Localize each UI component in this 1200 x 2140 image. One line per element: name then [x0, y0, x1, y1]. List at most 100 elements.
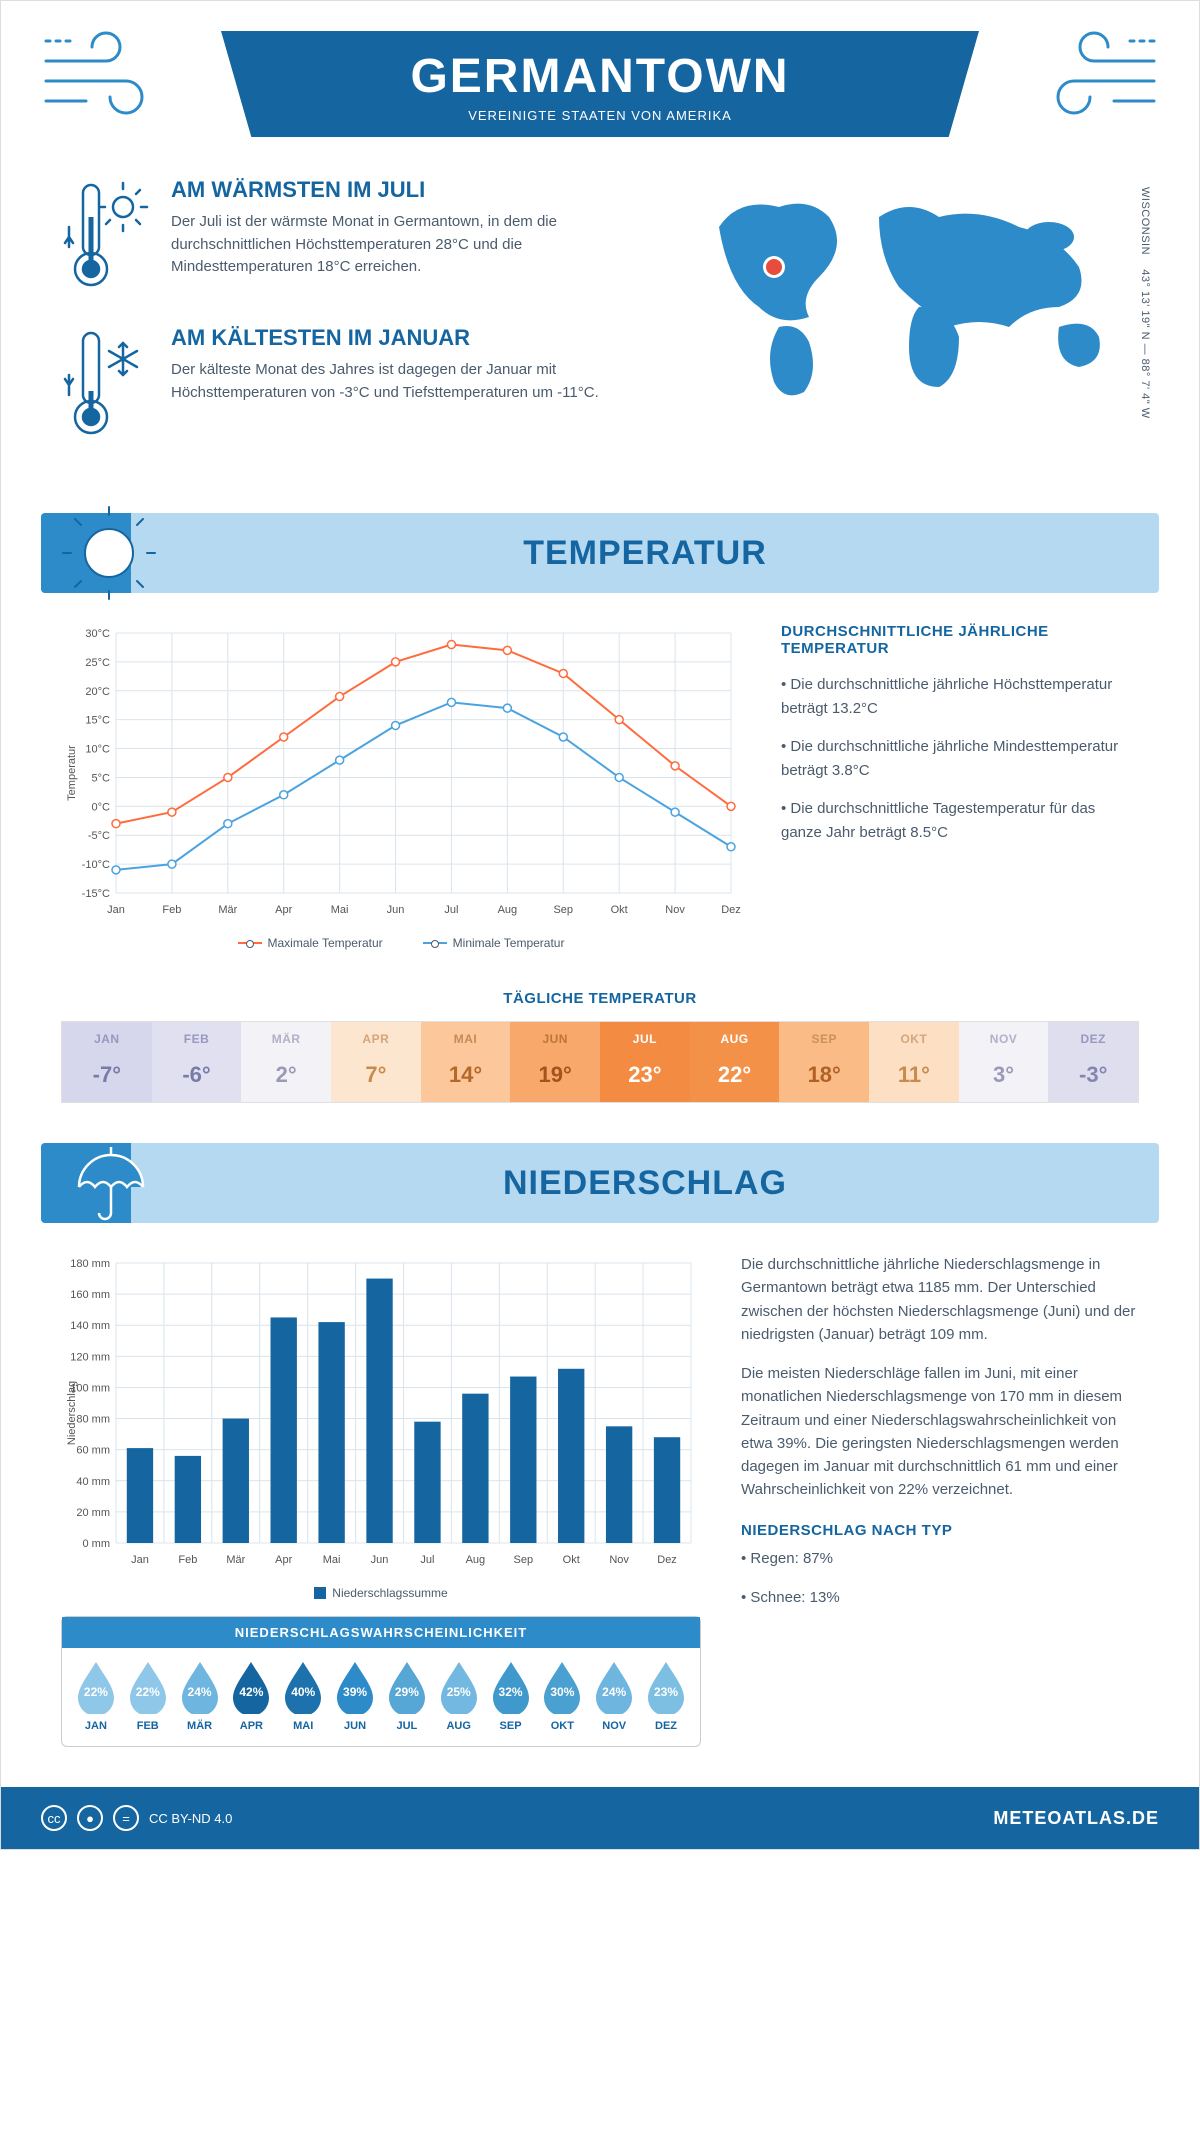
fact-title: AM KÄLTESTEN IM JANUAR	[171, 325, 639, 351]
svg-text:Jun: Jun	[387, 904, 405, 916]
svg-text:20°C: 20°C	[85, 686, 110, 698]
precip-chart: 0 mm20 mm40 mm60 mm80 mm100 mm120 mm140 …	[61, 1253, 701, 1600]
drop: 25%AUG	[433, 1660, 485, 1732]
temp-cell: JUN19°	[510, 1022, 600, 1102]
precip-paragraph: Die durchschnittliche jährliche Niedersc…	[741, 1253, 1139, 1346]
temp-cell: JUL23°	[600, 1022, 690, 1102]
license: cc ● = CC BY-ND 4.0	[41, 1805, 232, 1831]
svg-text:Jul: Jul	[420, 1554, 434, 1566]
umbrella-icon	[61, 1135, 157, 1231]
intro-section: AM WÄRMSTEN IM JULI Der Juli ist der wär…	[1, 157, 1199, 503]
temp-cell: AUG22°	[690, 1022, 780, 1102]
brand: METEOATLAS.DE	[993, 1808, 1159, 1829]
by-icon: ●	[77, 1805, 103, 1831]
svg-text:Jul: Jul	[444, 904, 458, 916]
precip-type: • Schnee: 13%	[741, 1586, 1139, 1609]
precip-text: Die durchschnittliche jährliche Niedersc…	[741, 1253, 1139, 1747]
temp-cell: JAN-7°	[62, 1022, 152, 1102]
svg-text:5°C: 5°C	[92, 772, 111, 784]
svg-text:60 mm: 60 mm	[76, 1445, 110, 1457]
prob-title: NIEDERSCHLAGSWAHRSCHEINLICHKEIT	[62, 1617, 700, 1648]
header: GERMANTOWN VEREINIGTE STAATEN VON AMERIK…	[1, 1, 1199, 157]
svg-text:Aug: Aug	[466, 1554, 486, 1566]
svg-text:Mär: Mär	[226, 1554, 245, 1566]
section-bar-precip: NIEDERSCHLAG	[41, 1143, 1159, 1223]
sun-icon	[61, 505, 157, 601]
page-subtitle: VEREINIGTE STAATEN VON AMERIKA	[241, 108, 959, 123]
svg-text:Mai: Mai	[331, 904, 349, 916]
temperature-summary: DURCHSCHNITTLICHE JÄHRLICHE TEMPERATUR •…	[781, 623, 1139, 950]
temp-cell: MAI14°	[421, 1022, 511, 1102]
section-title: TEMPERATUR	[131, 534, 1159, 573]
drop: 42%APR	[225, 1660, 277, 1732]
temp-cell: SEP18°	[779, 1022, 869, 1102]
coordinates: WISCONSIN 43° 13' 19" N — 88° 7' 4" W	[1139, 187, 1151, 419]
svg-text:Feb: Feb	[162, 904, 181, 916]
svg-text:Apr: Apr	[275, 904, 292, 916]
fact-warmest: AM WÄRMSTEN IM JULI Der Juli ist der wär…	[61, 177, 639, 297]
drop: 22%FEB	[122, 1660, 174, 1732]
svg-text:180 mm: 180 mm	[70, 1258, 110, 1270]
svg-text:Temperatur: Temperatur	[66, 745, 78, 801]
svg-text:Nov: Nov	[609, 1554, 629, 1566]
svg-text:140 mm: 140 mm	[70, 1320, 110, 1332]
svg-text:160 mm: 160 mm	[70, 1289, 110, 1301]
wind-icon	[1019, 31, 1159, 121]
drop: 24%NOV	[588, 1660, 640, 1732]
svg-text:-15°C: -15°C	[82, 888, 110, 900]
svg-text:Jan: Jan	[131, 1554, 149, 1566]
section-bar-temperature: TEMPERATUR	[41, 513, 1159, 593]
precip-type: • Regen: 87%	[741, 1547, 1139, 1570]
cc-icon: cc	[41, 1805, 67, 1831]
temp-cell: NOV3°	[959, 1022, 1049, 1102]
precip-paragraph: Die meisten Niederschläge fallen im Juni…	[741, 1362, 1139, 1502]
svg-text:30°C: 30°C	[85, 628, 110, 640]
drop: 40%MAI	[277, 1660, 329, 1732]
wind-icon	[41, 31, 181, 121]
svg-text:Niederschlag: Niederschlag	[66, 1381, 78, 1445]
drop: 30%OKT	[536, 1660, 588, 1732]
drop: 32%SEP	[485, 1660, 537, 1732]
drop: 39%JUN	[329, 1660, 381, 1732]
temp-cell: MÄR2°	[241, 1022, 331, 1102]
temp-cell: APR7°	[331, 1022, 421, 1102]
svg-text:40 mm: 40 mm	[76, 1476, 110, 1488]
section-title: NIEDERSCHLAG	[131, 1164, 1159, 1203]
temp-cell: DEZ-3°	[1048, 1022, 1138, 1102]
svg-text:0 mm: 0 mm	[83, 1538, 111, 1550]
svg-text:15°C: 15°C	[85, 715, 110, 727]
svg-text:Sep: Sep	[514, 1554, 534, 1566]
daily-temp-strip: JAN-7°FEB-6°MÄR2°APR7°MAI14°JUN19°JUL23°…	[61, 1021, 1139, 1103]
summary-bullet: • Die durchschnittliche jährliche Mindes…	[781, 735, 1139, 783]
svg-text:Mai: Mai	[323, 1554, 341, 1566]
summary-title: DURCHSCHNITTLICHE JÄHRLICHE TEMPERATUR	[781, 623, 1139, 657]
svg-text:-5°C: -5°C	[88, 830, 110, 842]
svg-text:Apr: Apr	[275, 1554, 292, 1566]
chart-legend: Maximale Temperatur Minimale Temperatur	[61, 936, 741, 950]
daily-temp-title: TÄGLICHE TEMPERATUR	[1, 990, 1199, 1007]
svg-text:0°C: 0°C	[92, 801, 111, 813]
svg-text:Jun: Jun	[371, 1554, 389, 1566]
fact-text: Der Juli ist der wärmste Monat in German…	[171, 211, 639, 279]
svg-text:-10°C: -10°C	[82, 859, 110, 871]
svg-text:Dez: Dez	[657, 1554, 677, 1566]
world-map: WISCONSIN 43° 13' 19" N — 88° 7' 4" W	[679, 177, 1139, 473]
svg-text:Okt: Okt	[611, 904, 628, 916]
svg-text:25°C: 25°C	[85, 657, 110, 669]
svg-text:Sep: Sep	[553, 904, 573, 916]
svg-text:Aug: Aug	[498, 904, 518, 916]
drop: 22%JAN	[70, 1660, 122, 1732]
svg-text:Jan: Jan	[107, 904, 125, 916]
drop: 29%JUL	[381, 1660, 433, 1732]
svg-text:10°C: 10°C	[85, 744, 110, 756]
title-banner: GERMANTOWN VEREINIGTE STAATEN VON AMERIK…	[221, 31, 979, 137]
fact-coldest: AM KÄLTESTEN IM JANUAR Der kälteste Mona…	[61, 325, 639, 445]
precip-probability: NIEDERSCHLAGSWAHRSCHEINLICHKEIT 22%JAN22…	[61, 1616, 701, 1747]
svg-text:120 mm: 120 mm	[70, 1351, 110, 1363]
temperature-chart: -15°C -10°C -5°C 0°C 5°C 10°C 15°C 20°C 25°C 30°C…	[61, 623, 741, 950]
page-title: GERMANTOWN	[241, 49, 959, 104]
precip-type-title: NIEDERSCHLAG NACH TYP	[741, 1522, 1139, 1539]
summary-bullet: • Die durchschnittliche jährliche Höchst…	[781, 673, 1139, 721]
svg-text:Feb: Feb	[178, 1554, 197, 1566]
thermometer-cold-icon	[61, 325, 151, 445]
